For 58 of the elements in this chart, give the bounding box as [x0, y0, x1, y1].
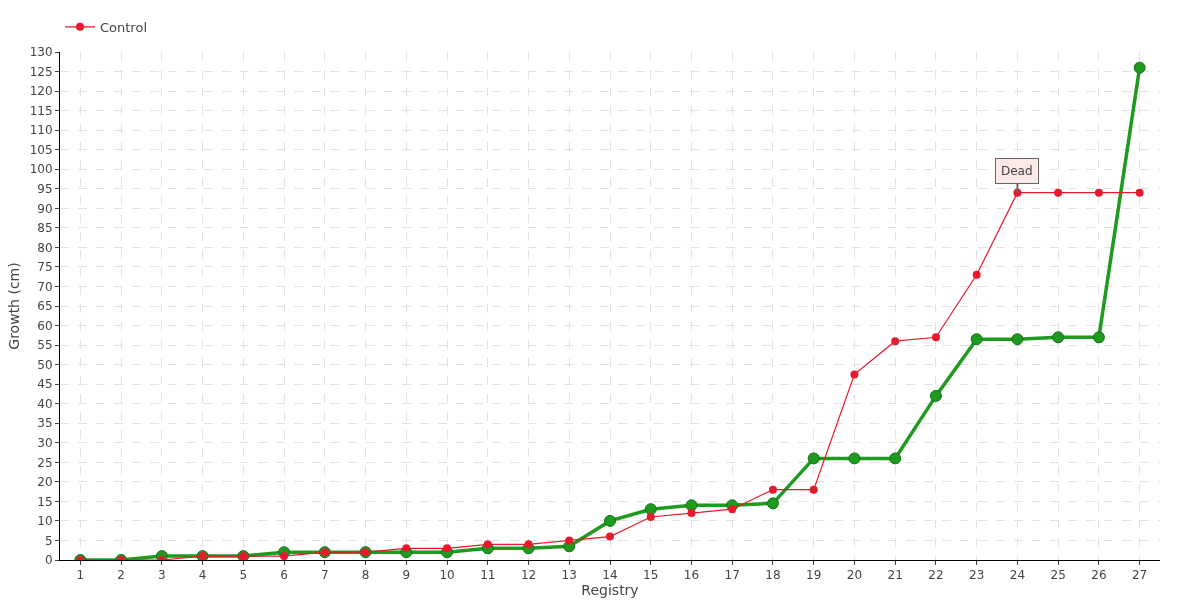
- y-tick-label: 50: [37, 357, 53, 372]
- x-tick-label: 16: [683, 568, 700, 583]
- x-tick-label: 3: [158, 568, 166, 583]
- x-tick-label: 6: [280, 568, 288, 583]
- x-tick-label: 27: [1131, 568, 1148, 583]
- annotation: Dead: [1001, 164, 1033, 178]
- x-tick-label: 26: [1091, 568, 1107, 583]
- y-tick-label: 90: [37, 201, 53, 216]
- x-tick-label: 22: [928, 568, 944, 583]
- y-tick-label: 55: [37, 338, 53, 353]
- x-tick-label: 9: [402, 568, 411, 583]
- x-tick-label: 13: [561, 568, 577, 583]
- x-tick-label: 10: [439, 568, 455, 583]
- y-tick-label: 15: [37, 494, 53, 509]
- legend-label: Control: [100, 19, 147, 35]
- y-tick-label: 70: [37, 279, 53, 294]
- y-tick-label: 60: [37, 318, 53, 333]
- y-tick-label: 85: [37, 221, 53, 236]
- x-tick-label: 15: [643, 568, 659, 583]
- y-tick-label: 35: [37, 416, 53, 431]
- y-tick-label: 75: [37, 260, 53, 275]
- y-tick-label: 110: [29, 123, 53, 138]
- y-tick-label: 80: [37, 240, 53, 255]
- y-tick-label: 130: [29, 45, 53, 60]
- x-tick-label: 24: [1009, 568, 1026, 583]
- x-tick-label: 18: [765, 568, 781, 583]
- y-tick-label: 65: [37, 299, 53, 314]
- y-tick-label: 95: [37, 181, 53, 196]
- x-tick-label: 8: [361, 568, 370, 583]
- x-tick-label: 12: [520, 568, 537, 583]
- x-tick-label: 23: [969, 568, 985, 583]
- y-tick-label: 105: [29, 142, 53, 157]
- x-tick-label: 5: [239, 568, 248, 583]
- y-tick-label: 25: [37, 455, 53, 470]
- x-tick-label: 21: [887, 568, 903, 583]
- x-tick-label: 19: [806, 568, 822, 583]
- y-axis-title: Growth (cm): [6, 262, 23, 350]
- y-tick-label: 20: [37, 475, 53, 490]
- y-tick-label: 100: [29, 162, 53, 177]
- y-tick-label: 10: [37, 514, 53, 529]
- x-tick-label: 14: [602, 568, 618, 583]
- x-tick-label: 25: [1050, 568, 1066, 583]
- y-tick-label: 120: [29, 84, 53, 99]
- y-tick-label: 30: [37, 435, 53, 450]
- y-tick-label: 125: [29, 64, 53, 79]
- y-tick-label: 115: [29, 103, 53, 118]
- y-tick-label: 5: [44, 533, 53, 548]
- x-tick-label: 17: [724, 568, 740, 583]
- y-tick-label: 0: [44, 553, 53, 568]
- y-tick-label: 40: [37, 396, 53, 411]
- x-tick-label: 4: [198, 568, 207, 583]
- x-tick-label: 20: [846, 568, 863, 583]
- y-tick-label: 45: [37, 377, 53, 392]
- x-axis-title: Registry: [581, 582, 639, 599]
- x-tick-label: 7: [320, 568, 329, 583]
- x-tick-label: 1: [76, 568, 85, 583]
- x-tick-label: 11: [480, 568, 496, 583]
- x-tick-label: 2: [117, 568, 125, 583]
